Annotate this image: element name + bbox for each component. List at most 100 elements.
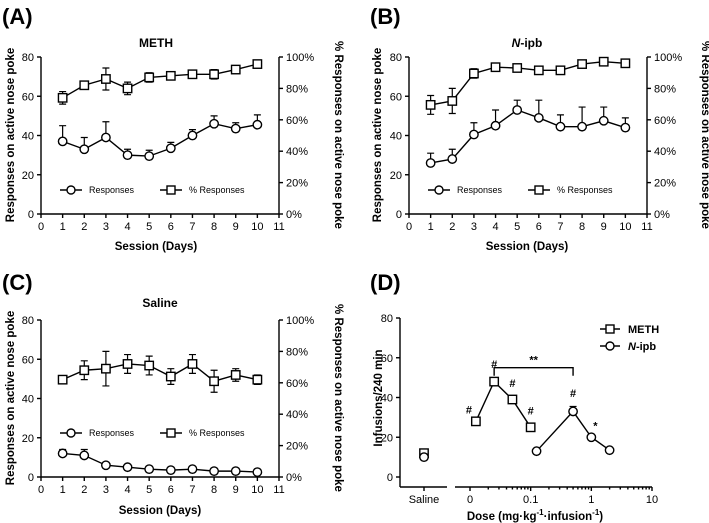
y-tick-label-a: 60 <box>22 91 34 103</box>
legend-label-percent-c: % Responses <box>189 428 245 438</box>
point-percent-responses-a <box>57 92 68 103</box>
y-right-tick-label-a: 100% <box>286 52 314 64</box>
significance-marker-meth-d: # <box>466 405 472 417</box>
point-responses-a <box>165 143 176 154</box>
point-responses-c <box>230 466 241 477</box>
y-right-tick-label-b: 20% <box>654 178 676 190</box>
title-italic-b: N <box>512 36 521 50</box>
y-right-tick-label-c: 0% <box>286 472 302 484</box>
y-tick-label-d: 40 <box>381 393 393 405</box>
point-percent-responses-a <box>79 80 90 91</box>
y-tick-label-c: 80 <box>22 315 34 327</box>
x-tick-label-a: 3 <box>103 221 109 233</box>
legend-label-percent-b: % Responses <box>557 185 613 195</box>
point-responses-a <box>57 136 68 147</box>
x-tick-label-b: 1 <box>428 221 434 233</box>
x-tick-label-b: 7 <box>557 221 563 233</box>
x-tick-label-d: 0 <box>467 494 473 506</box>
legend-marker-responses-c <box>66 428 76 438</box>
y-right-tick-label-c: 60% <box>286 378 308 390</box>
y-right-tick-label-b: 60% <box>654 115 676 127</box>
y-right-tick-label-a: 40% <box>286 146 308 158</box>
comparison-bracket-d <box>493 366 574 376</box>
point-responses-a <box>101 132 111 143</box>
x-tick-label-c: 2 <box>81 484 87 496</box>
legend-label-meth: METH <box>628 324 659 336</box>
y-right-tick-label-a: 20% <box>286 178 308 190</box>
point-responses-c <box>79 450 90 461</box>
point-responses-b <box>425 158 436 168</box>
point-nipb-d <box>531 446 542 457</box>
x-tick-label-a: 4 <box>124 221 130 233</box>
point-saline-nipb <box>419 452 429 463</box>
point-meth-d <box>489 376 500 387</box>
x-tick-label-b: 9 <box>601 221 607 233</box>
point-responses-a <box>230 123 241 134</box>
point-percent-responses-b <box>425 99 436 110</box>
x-axis-label-c: Session (Days) <box>119 505 202 517</box>
y-tick-label-c: 40 <box>22 394 34 406</box>
legend-label-responses-a: Responses <box>89 185 135 195</box>
point-percent-responses-b <box>533 65 544 76</box>
x-tick-label-a: 2 <box>81 221 87 233</box>
y-axis-label-b: Responses on active nose poke <box>372 48 384 222</box>
point-responses-b <box>490 120 501 131</box>
point-responses-b <box>577 121 587 132</box>
x-tick-label-a: 7 <box>189 221 195 233</box>
y-right-tick-label-b: 100% <box>654 52 682 64</box>
point-nipb-d <box>604 445 615 456</box>
chart-title-b: N-ipb <box>512 36 543 50</box>
y-tick-label-c: 0 <box>28 472 34 484</box>
y-axis-label-d: Infusions/240 min <box>373 349 385 446</box>
series-line-responses-b <box>430 109 626 164</box>
x-tick-label-b: 8 <box>579 221 585 233</box>
x-tick-label-c: 6 <box>168 484 174 496</box>
x-axis-label-d: Dose (mg·kg-1·infusion-1) <box>467 508 603 523</box>
point-responses-c <box>209 466 219 477</box>
x-label-part-3: ) <box>599 511 603 523</box>
point-responses-b <box>598 115 609 126</box>
axes-frame-c <box>40 320 280 478</box>
legend-marker-percent-a <box>166 185 176 195</box>
x-tick-label-c: 11 <box>273 484 284 496</box>
x-axis-label-a: Session (Days) <box>115 241 198 253</box>
significance-marker-meth-d: # <box>528 406 534 418</box>
x-tick-label-a: 10 <box>251 221 263 233</box>
y-tick-label-a: 80 <box>22 52 34 64</box>
x-tick-label-b: 0 <box>406 221 412 233</box>
x-tick-label-b: 5 <box>514 221 520 233</box>
point-percent-responses-b <box>512 63 523 73</box>
x-tick-label-b: 11 <box>641 221 652 233</box>
legend-label-responses-c: Responses <box>89 428 135 438</box>
legend-marker-nipb-d <box>605 341 615 351</box>
legend-marker-responses-a <box>66 185 76 195</box>
title-rest-b: -ipb <box>520 36 542 50</box>
x-tick-label-a: 5 <box>146 221 152 233</box>
x-label-part-1: Dose (mg·kg <box>467 511 537 523</box>
significance-marker-meth-d: # <box>491 359 497 371</box>
y-tick-label-b: 20 <box>390 170 402 182</box>
point-percent-responses-c <box>122 359 133 369</box>
panel-a: (A) METH Session (Days) Responses on act… <box>2 4 344 253</box>
point-responses-c <box>252 467 263 477</box>
y-axis-label-right-c: % Responses on active nose poke <box>332 304 344 492</box>
point-responses-b <box>533 112 544 123</box>
comparison-label-d: ** <box>529 355 538 367</box>
point-responses-c <box>122 462 133 473</box>
panel-letter-c: (C) <box>2 270 33 295</box>
point-responses-b <box>512 105 523 115</box>
x-tick-label-a: 1 <box>60 221 66 233</box>
x-tick-label-a: 9 <box>233 221 239 233</box>
x-tick-label-d: 1 <box>588 494 594 506</box>
x-label-part-2: ·infusion <box>544 511 593 523</box>
point-percent-responses-a <box>187 69 198 80</box>
point-responses-c <box>57 448 68 459</box>
y-right-tick-label-a: 80% <box>286 83 308 95</box>
series-line-meth-d <box>475 380 532 428</box>
point-percent-responses-a <box>252 59 263 69</box>
y-tick-label-c: 60 <box>22 354 34 366</box>
y-right-tick-label-a: 60% <box>286 115 308 127</box>
y-tick-label-b: 0 <box>396 209 402 221</box>
panel-d: (D) Dose (mg·kg-1·infusion-1) Infusions/… <box>370 270 659 523</box>
x-tick-label-a: 8 <box>211 221 217 233</box>
